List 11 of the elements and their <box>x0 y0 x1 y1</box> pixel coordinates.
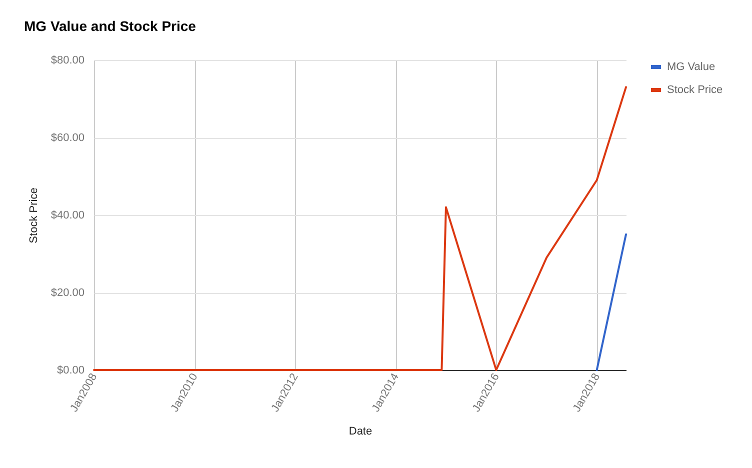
y-tick-label: $60.00 <box>50 132 84 144</box>
y-axis-title: Stock Price <box>28 188 40 244</box>
legend-label: MG Value <box>667 61 716 73</box>
y-tick-label: $80.00 <box>50 54 84 66</box>
legend-label: Stock Price <box>667 84 723 96</box>
y-tick-label: $40.00 <box>50 210 84 222</box>
chart-title: MG Value and Stock Price <box>24 18 196 34</box>
x-axis-title: Date <box>348 426 372 438</box>
y-tick-label: $20.00 <box>50 287 84 299</box>
line-series <box>93 86 627 371</box>
y-tick-label: $0.00 <box>56 364 84 376</box>
